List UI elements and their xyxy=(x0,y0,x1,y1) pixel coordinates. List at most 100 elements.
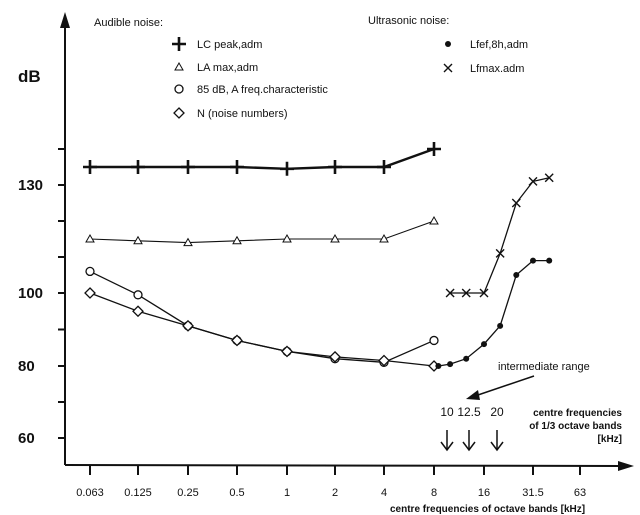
legend-marker xyxy=(174,84,184,94)
third-octave-value: 20 xyxy=(490,405,504,419)
legend-label: Lfmax.adm xyxy=(470,63,524,75)
x-axis-arrow xyxy=(618,461,634,471)
third-octave-arrowhead xyxy=(462,441,476,452)
x-tick-label: 31.5 xyxy=(522,487,543,499)
data-point xyxy=(544,173,554,183)
data-point xyxy=(481,341,487,348)
data-point xyxy=(132,305,144,318)
x-tick-label: 4 xyxy=(381,487,387,499)
legend: LC peak,adm LA max,adm 85 dB, A freq.chara… xyxy=(172,37,528,120)
legend-label: N (noise numbers) xyxy=(197,108,287,120)
data-point xyxy=(530,257,536,264)
data-point xyxy=(329,350,341,363)
x-tick-label: 0.125 xyxy=(124,487,152,499)
data-point xyxy=(463,355,470,362)
data-point xyxy=(232,235,242,245)
data-point xyxy=(377,160,391,174)
third-octave-annotations: 10 12.5 20 centre frequencies of 1/3 octave … xyxy=(440,405,622,452)
intermediate-range-arrow xyxy=(474,375,535,397)
x-tick-label: 1 xyxy=(284,487,290,499)
data-point xyxy=(280,161,294,176)
legend-marker xyxy=(443,63,453,73)
data-point xyxy=(131,160,145,174)
data-point xyxy=(511,198,521,208)
data-point xyxy=(447,361,454,368)
data-point xyxy=(84,287,96,299)
data-point xyxy=(429,215,439,225)
data-point xyxy=(429,335,439,346)
series-layer xyxy=(83,142,554,372)
intermediate-range-arrowhead xyxy=(466,390,480,400)
series-line-6 xyxy=(450,177,550,294)
legend-ultrasonic-title: Ultrasonic noise: xyxy=(368,15,449,27)
third-octave-arrowhead xyxy=(490,441,504,452)
third-octave-caption: of 1/3 octave bands xyxy=(529,421,622,432)
data-point xyxy=(427,142,441,156)
legend-label: 85 dB, A freq.characteristic xyxy=(197,84,328,96)
legend-label: LC peak,adm xyxy=(197,39,262,51)
data-point xyxy=(445,288,455,298)
intermediate-range-label: intermediate range xyxy=(498,361,590,373)
x-tick-label: 63 xyxy=(574,487,586,499)
data-point xyxy=(328,160,342,174)
data-point xyxy=(230,160,244,174)
data-point xyxy=(282,233,292,243)
y-tick-label: 60 xyxy=(18,430,35,447)
y-tick-label: 130 xyxy=(18,177,43,194)
legend-marker xyxy=(174,61,184,71)
series-line-5 xyxy=(438,259,550,367)
data-point xyxy=(479,288,489,298)
legend-audible-title: Audible noise: xyxy=(94,17,163,29)
y-tick-label: 100 xyxy=(18,285,43,302)
x-tick-label: 0.25 xyxy=(177,487,198,499)
x-axis xyxy=(64,464,623,467)
third-octave-value: 10 xyxy=(440,405,454,419)
data-point xyxy=(330,233,340,243)
legend-marker xyxy=(172,37,186,51)
y-axis-arrow xyxy=(60,12,70,28)
data-point xyxy=(461,288,471,298)
legend-label: LA max,adm xyxy=(197,62,258,74)
y-tick-label: 80 xyxy=(18,358,35,375)
data-point xyxy=(528,176,538,186)
x-tick-label: 2 xyxy=(332,487,338,499)
x-ticks: 0.063 0.125 0.25 0.5 1 2 4 8 16 31.5 63 xyxy=(76,465,586,499)
x-axis-label: centre frequencies of octave bands [kHz] xyxy=(390,504,585,515)
x-tick-label: 0.063 xyxy=(76,487,104,499)
legend-label: Lfef,8h,adm xyxy=(470,39,528,51)
series-line-1 xyxy=(90,147,435,171)
data-point xyxy=(183,237,193,247)
series-line-4 xyxy=(89,292,435,367)
series-line-3 xyxy=(89,270,435,364)
x-tick-label: 16 xyxy=(478,487,490,499)
data-point xyxy=(281,345,293,358)
y-ticks: 60 80 100 130 xyxy=(18,148,65,447)
data-point xyxy=(497,322,504,329)
data-point xyxy=(231,334,243,347)
x-tick-label: 8 xyxy=(431,487,437,499)
third-octave-arrowhead xyxy=(440,441,454,452)
data-point xyxy=(435,363,442,369)
data-point xyxy=(378,354,390,367)
data-point xyxy=(181,160,195,174)
third-octave-value: 12.5 xyxy=(457,405,481,419)
data-point xyxy=(85,233,95,243)
data-point xyxy=(182,319,194,332)
data-point xyxy=(513,272,520,278)
data-point xyxy=(133,290,143,300)
y-axis-label: dB xyxy=(18,67,41,86)
data-point xyxy=(379,233,389,243)
x-tick-label: 0.5 xyxy=(229,487,244,499)
data-point xyxy=(495,248,505,258)
legend-marker xyxy=(173,107,185,119)
third-octave-caption: centre frequencies xyxy=(533,408,622,419)
legend-marker xyxy=(445,41,451,47)
data-point xyxy=(83,160,97,174)
data-point xyxy=(85,266,95,277)
data-point xyxy=(546,257,553,264)
data-point xyxy=(133,235,143,245)
third-octave-caption: [kHz] xyxy=(598,434,622,445)
series-line-2 xyxy=(89,220,435,244)
